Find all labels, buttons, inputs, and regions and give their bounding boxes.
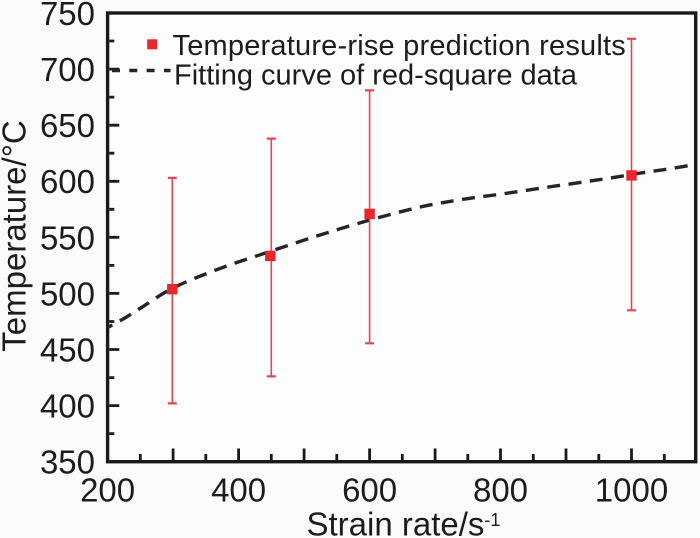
svg-text:400: 400	[211, 472, 266, 509]
svg-text:200: 200	[80, 472, 135, 509]
svg-text:450: 450	[40, 332, 95, 369]
svg-text:350: 350	[40, 444, 95, 481]
svg-text:600: 600	[342, 472, 397, 509]
svg-text:550: 550	[40, 219, 95, 256]
svg-text:700: 700	[40, 51, 95, 88]
svg-text:1000: 1000	[595, 472, 668, 509]
svg-text:Temperature-rise prediction re: Temperature-rise prediction results	[173, 30, 626, 62]
svg-text:Strain rate/s-1: Strain rate/s-1	[307, 506, 501, 538]
svg-text:600: 600	[40, 163, 95, 200]
svg-text:Fitting curve of red-square da: Fitting curve of red-square data	[174, 60, 578, 92]
svg-text:650: 650	[40, 107, 95, 144]
svg-text:750: 750	[40, 0, 95, 32]
svg-text:800: 800	[473, 472, 528, 509]
svg-text:400: 400	[40, 388, 95, 425]
svg-text:Temperature/°C: Temperature/°C	[0, 120, 33, 351]
svg-text:500: 500	[40, 275, 95, 312]
